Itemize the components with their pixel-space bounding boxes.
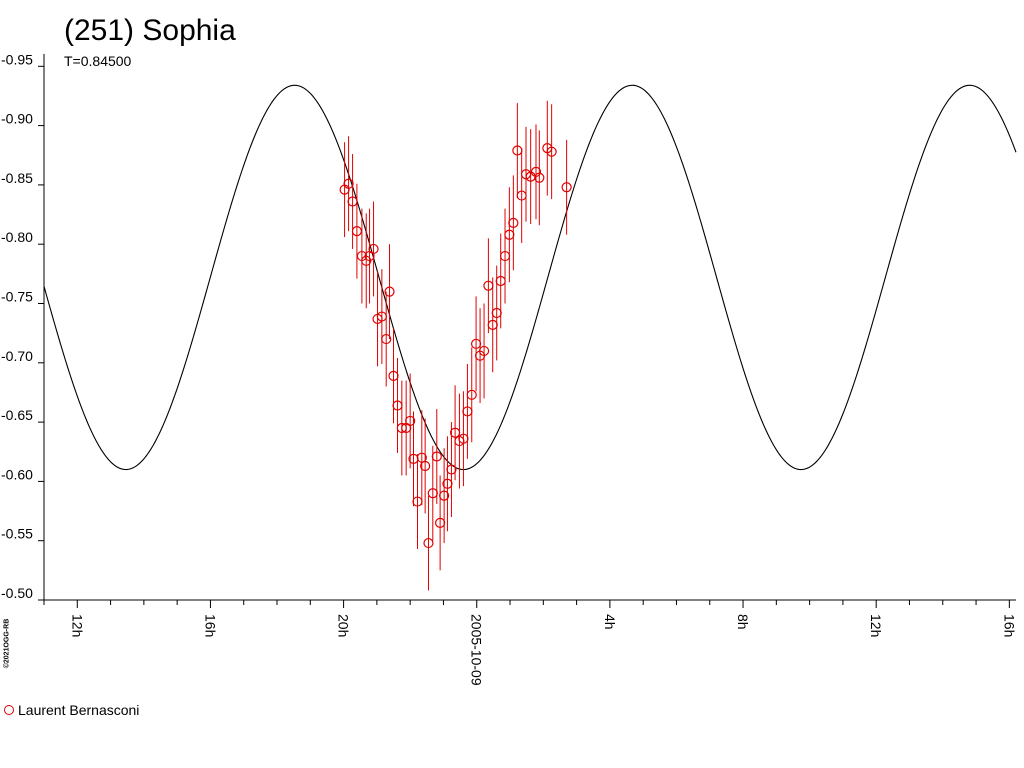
data-point-41 xyxy=(504,229,515,240)
data-point-38 xyxy=(491,307,502,319)
data-point-20 xyxy=(420,460,431,472)
y-tick-label-2: -0.85 xyxy=(1,170,33,186)
data-point-23 xyxy=(431,451,442,462)
x-tick-label-7: 16h xyxy=(1001,614,1017,637)
data-point-33 xyxy=(470,338,482,349)
chart-subtitle: T=0.84500 xyxy=(64,53,132,69)
x-tick-label-2: 20h xyxy=(336,614,352,637)
data-point-11 xyxy=(384,286,395,297)
legend-circle-icon xyxy=(4,705,14,715)
x-tick-label-6: 12h xyxy=(868,614,884,637)
y-tick-label-0: -0.95 xyxy=(1,51,33,67)
y-tick-label-7: -0.60 xyxy=(1,466,33,482)
y-tick-label-4: -0.75 xyxy=(1,289,33,305)
data-point-37 xyxy=(487,319,498,330)
data-point-26 xyxy=(442,478,453,489)
data-point-48 xyxy=(534,172,545,183)
data-point-42 xyxy=(508,217,519,228)
data-point-25 xyxy=(439,490,450,501)
chart-title: (251) Sophia xyxy=(64,14,236,47)
y-tick-label-3: -0.80 xyxy=(1,229,33,245)
data-point-16 xyxy=(405,415,416,427)
y-tick-label-5: -0.70 xyxy=(1,348,33,364)
x-tick-label-0: 12h xyxy=(69,614,85,637)
data-point-10 xyxy=(381,333,392,345)
data-point-51 xyxy=(561,182,572,193)
data-point-47 xyxy=(530,166,542,177)
data-point-21 xyxy=(423,537,434,549)
legend-label: Laurent Bernasconi xyxy=(18,702,140,718)
data-point-50 xyxy=(546,146,557,157)
data-point-32 xyxy=(466,389,477,400)
data-point-12 xyxy=(388,370,399,381)
model-curve-line xyxy=(43,84,1017,471)
y-tick-label-9: -0.50 xyxy=(1,585,33,601)
y-tick-label-1: -0.90 xyxy=(1,111,33,127)
data-point-27 xyxy=(446,464,457,475)
copyright-notice: ©2021OGG-RB xyxy=(3,618,11,669)
x-tick-label-3: 2005-10-09 xyxy=(469,614,485,686)
legend: Laurent Bernasconi xyxy=(4,702,139,718)
x-tick-label-1: 16h xyxy=(202,614,218,637)
data-point-1 xyxy=(343,178,354,189)
x-tick-label-4: 4h xyxy=(602,614,618,630)
data-point-30 xyxy=(458,433,469,444)
data-point-24 xyxy=(435,517,446,529)
data-point-7 xyxy=(368,243,379,255)
data-point-35 xyxy=(478,345,490,357)
y-tick-label-8: -0.55 xyxy=(1,526,33,542)
data-point-22 xyxy=(427,488,438,499)
x-tick-label-5: 8h xyxy=(735,614,751,630)
y-tick-label-6: -0.65 xyxy=(1,407,33,423)
